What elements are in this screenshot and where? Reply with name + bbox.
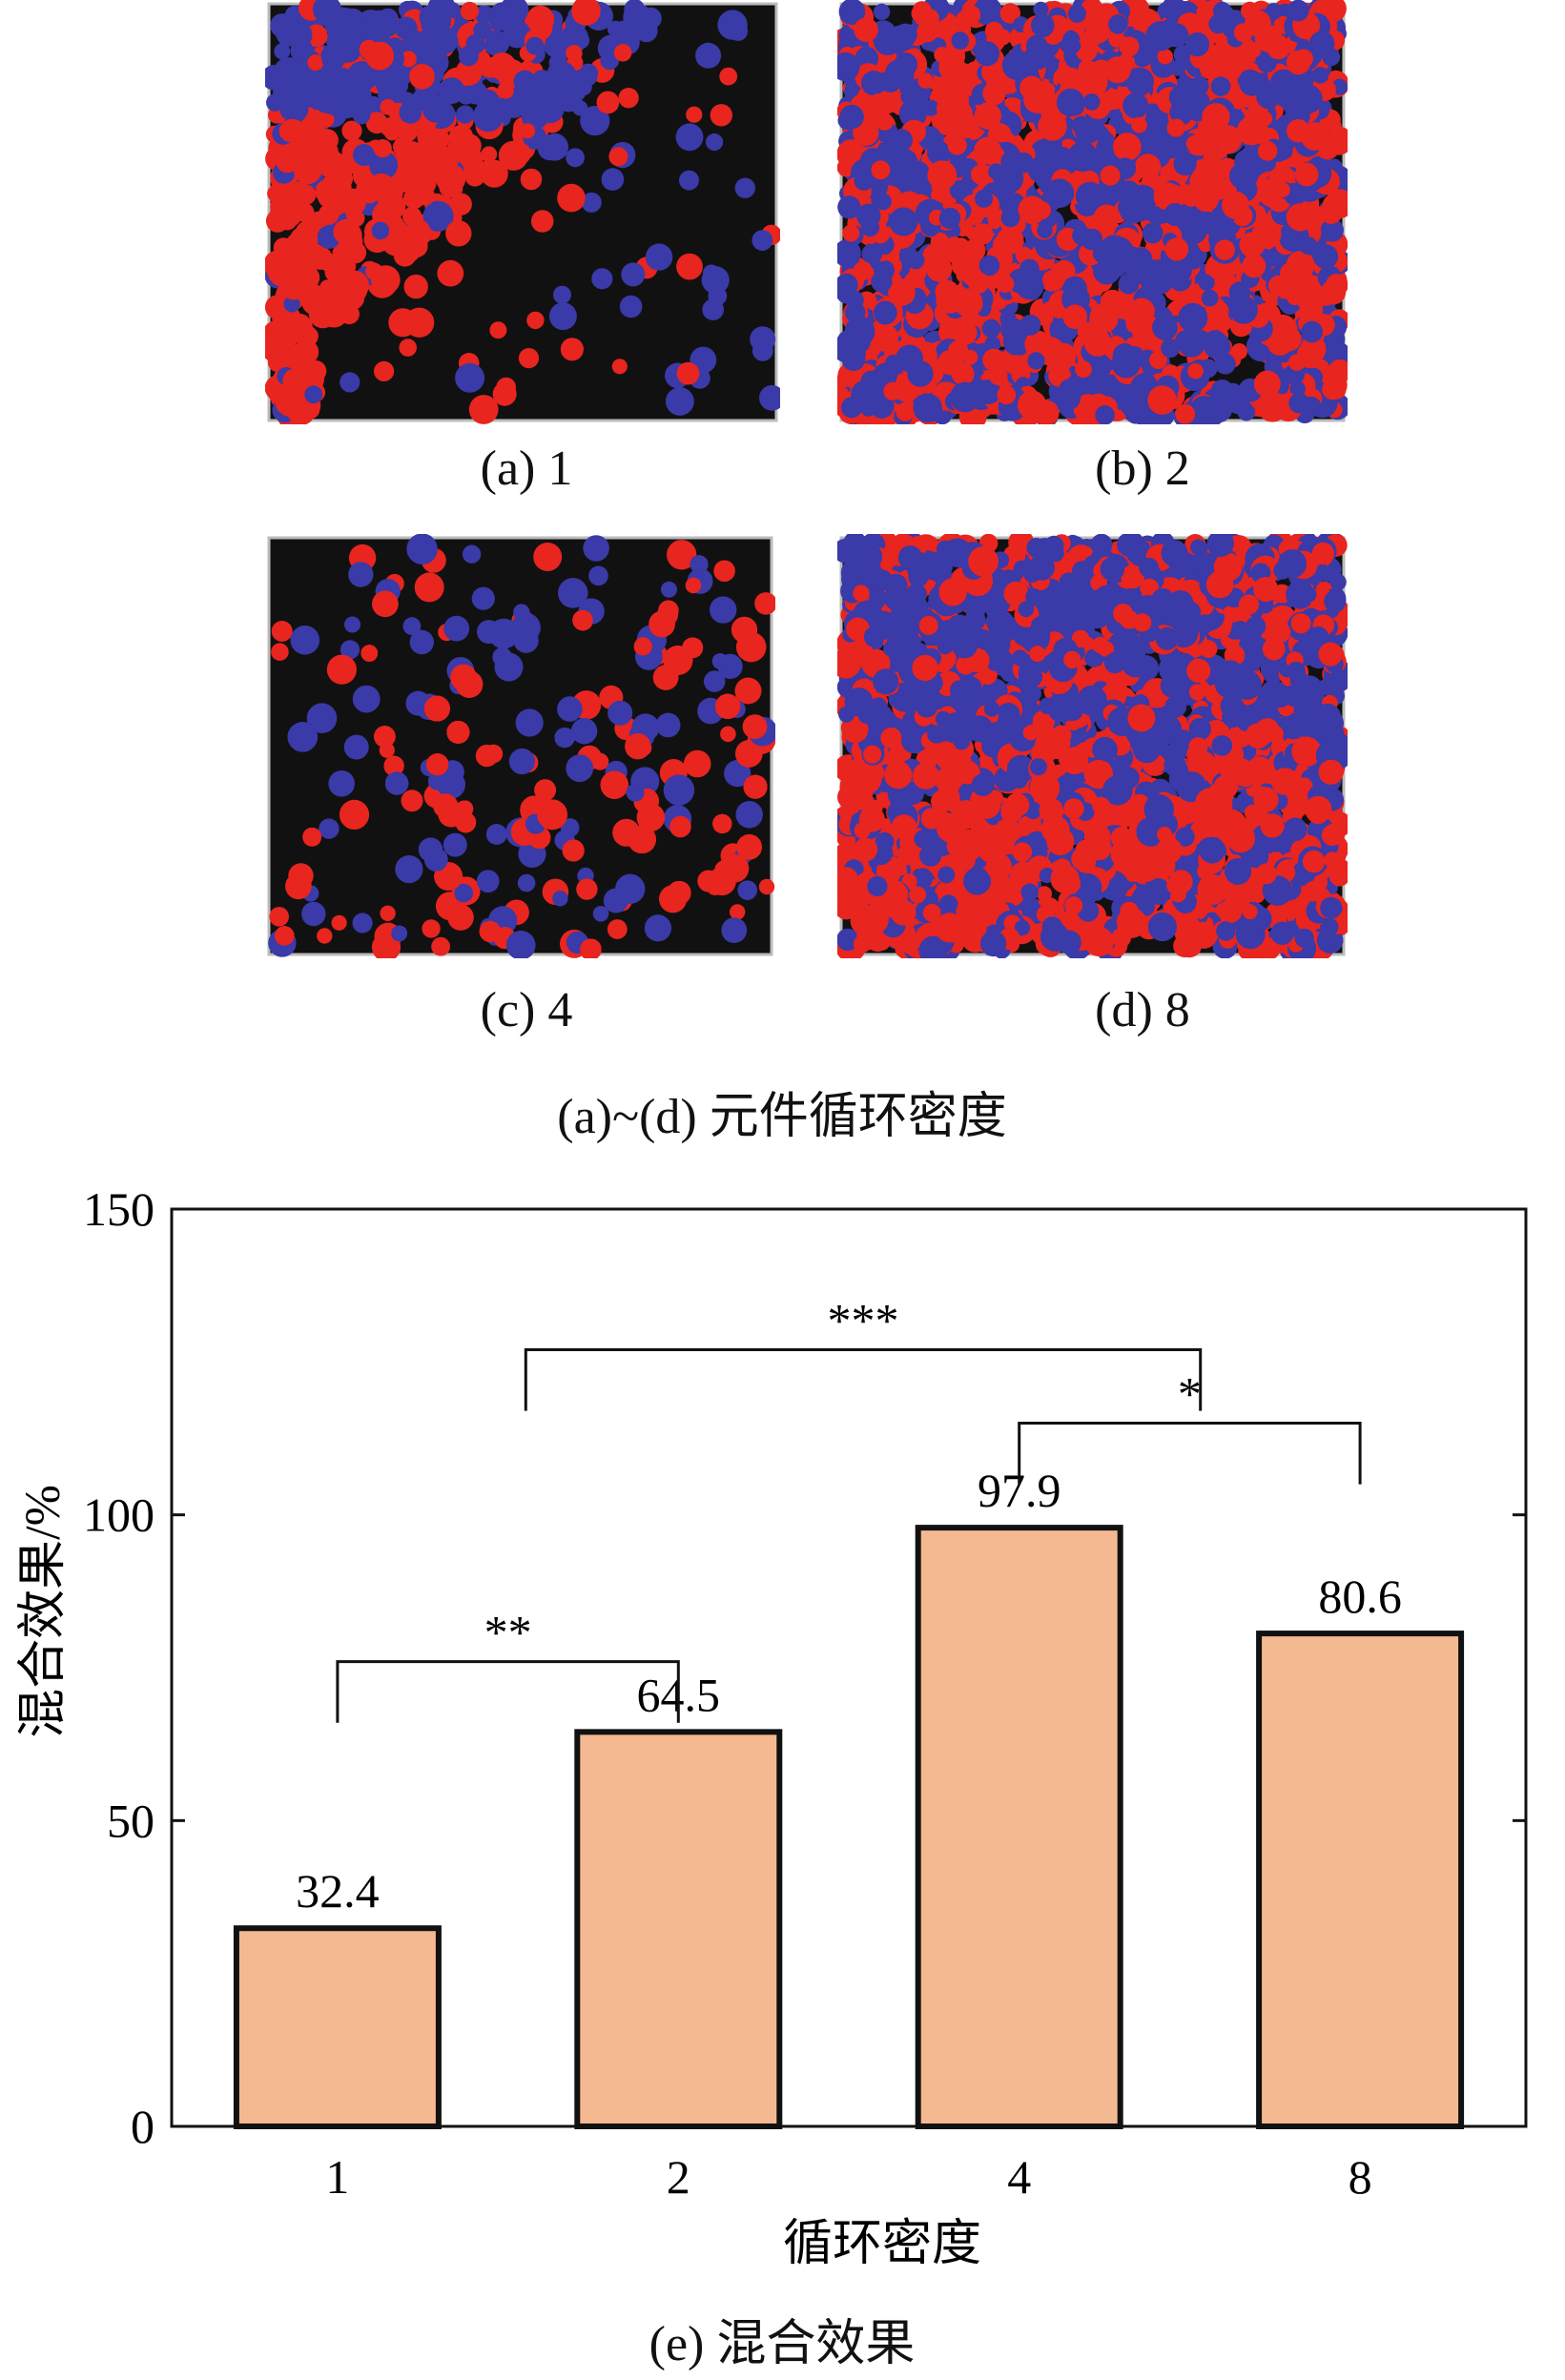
x-tick-label: 1 (325, 2150, 349, 2204)
significance-label: *** (828, 1294, 899, 1347)
panel-b-caption: (b) 2 (856, 441, 1429, 497)
significance-bracket (338, 1662, 678, 1723)
y-tick-label: 150 (83, 1182, 154, 1236)
y-tick-label: 50 (107, 1794, 154, 1847)
panel-d-caption: (d) 8 (856, 982, 1429, 1038)
x-tick-label: 4 (1007, 2150, 1031, 2204)
panel-a-image (265, 0, 780, 424)
bar-value-label: 32.4 (296, 1864, 380, 1918)
bar-1 (237, 1928, 439, 2126)
group-caption: (a)~(d) 元件循环密度 (401, 1076, 1163, 1147)
x-tick-label: 2 (667, 2150, 690, 2204)
bar-4 (918, 1528, 1121, 2126)
panel-c-image (265, 534, 775, 958)
panel-c-caption: (c) 4 (240, 982, 813, 1038)
y-axis-label: 混合效果/% (16, 1485, 71, 1738)
significance-bracket (525, 1350, 1200, 1411)
x-tick-label: 8 (1349, 2150, 1372, 2204)
bar-8 (1259, 1633, 1461, 2126)
bar-value-label: 80.6 (1318, 1570, 1402, 1623)
x-axis-label: 循环密度 (783, 2217, 981, 2271)
panel-b-image (837, 0, 1348, 424)
chart-caption: (e) 混合效果 (496, 2303, 1068, 2374)
panel-d-image (837, 534, 1348, 958)
y-tick-label: 0 (131, 2100, 154, 2153)
significance-bracket (1019, 1423, 1360, 1484)
bar-2 (577, 1732, 779, 2126)
significance-label: * (1178, 1366, 1202, 1420)
panel-a-caption: (a) 1 (240, 441, 813, 497)
significance-label: ** (484, 1606, 532, 1659)
y-tick-label: 100 (83, 1488, 154, 1542)
